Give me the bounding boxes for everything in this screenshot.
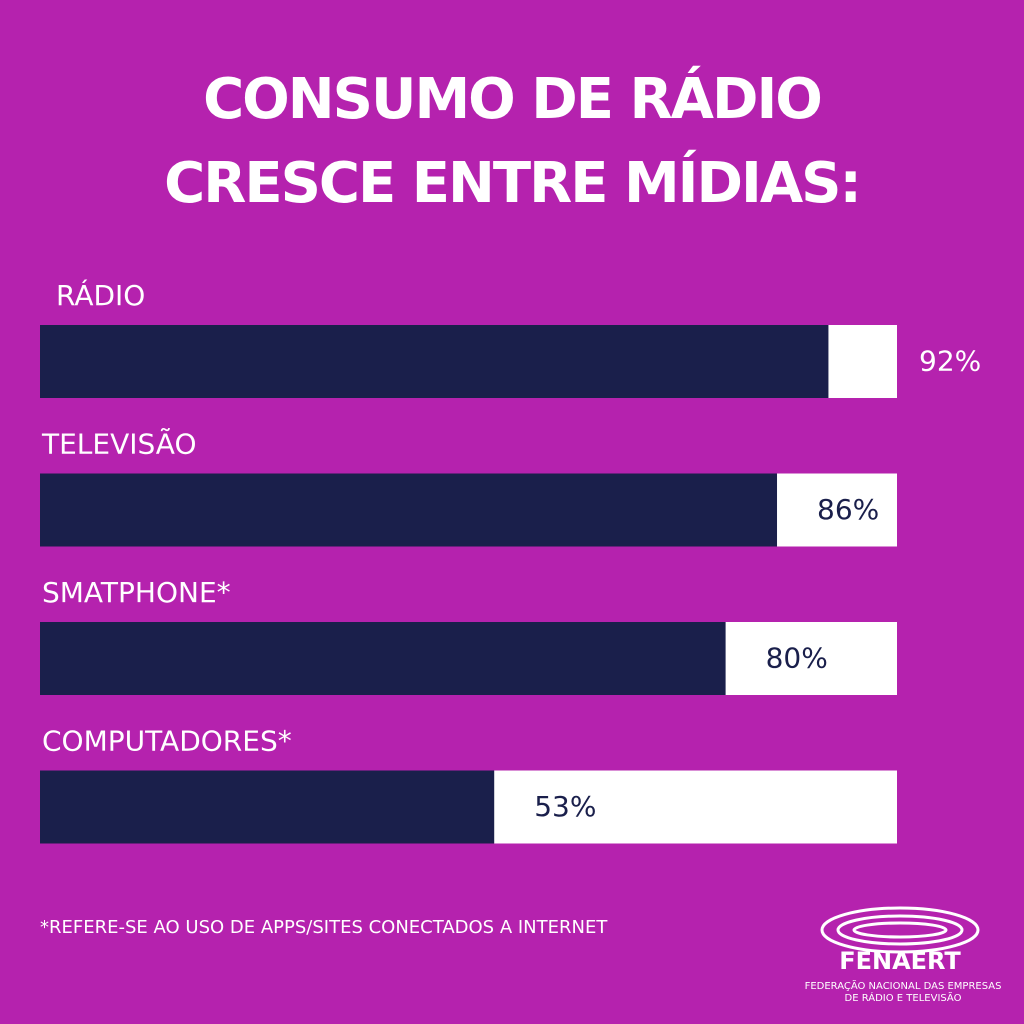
category-label: SMATPHONE* xyxy=(42,576,231,609)
value-label: 92% xyxy=(919,345,981,378)
bar xyxy=(40,325,829,398)
chart-title: CRESCE ENTRE MÍDIAS: xyxy=(164,150,860,216)
value-label: 53% xyxy=(534,790,596,823)
logo-ring xyxy=(820,906,980,954)
logo-subtitle: FEDERAÇÃO NACIONAL DAS EMPRESAS xyxy=(805,979,1002,992)
footnote: *REFERE-SE AO USO DE APPS/SITES CONECTAD… xyxy=(40,917,608,938)
category-label: RÁDIO xyxy=(56,278,145,312)
logo-subtitle: DE RÁDIO E TELEVISÃO xyxy=(845,991,962,1004)
value-label: 80% xyxy=(766,642,828,675)
logo: FENAERT FEDERAÇÃO NACIONAL DAS EMPRESAS … xyxy=(805,906,1002,1004)
bar xyxy=(40,622,726,695)
bar xyxy=(40,473,778,547)
category-label: TELEVISÃO xyxy=(41,428,197,461)
logo-name: FENAERT xyxy=(839,947,961,975)
chart-title: CONSUMO DE RÁDIO xyxy=(203,67,821,132)
value-label: 86% xyxy=(817,493,879,526)
logo-ring xyxy=(836,914,964,946)
logo-ring xyxy=(852,921,948,939)
bar xyxy=(40,770,495,844)
category-label: COMPUTADORES* xyxy=(42,725,292,758)
